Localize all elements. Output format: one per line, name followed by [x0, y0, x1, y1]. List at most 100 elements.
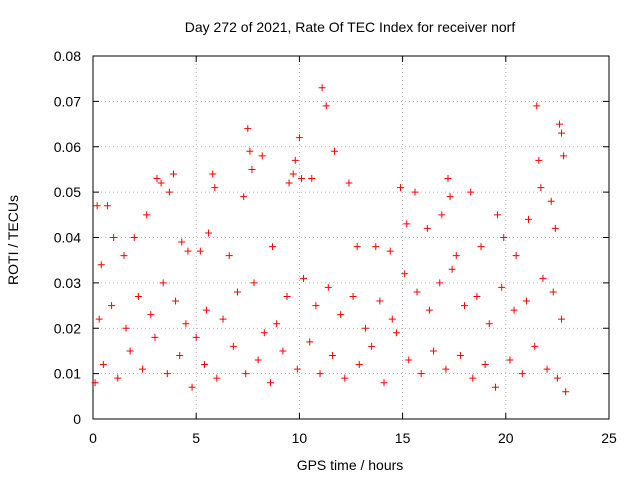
- data-point-marker: [240, 193, 248, 201]
- data-point-marker: [134, 292, 142, 300]
- data-point-marker: [169, 170, 177, 178]
- data-point-marker: [403, 220, 411, 228]
- data-point-marker: [533, 102, 541, 110]
- data-point-marker: [151, 333, 159, 341]
- data-point-marker: [246, 147, 254, 155]
- data-point-marker: [531, 342, 539, 350]
- data-point-marker: [91, 379, 99, 387]
- data-point-marker: [558, 129, 566, 137]
- data-point-marker: [233, 288, 241, 296]
- data-point-marker: [165, 188, 173, 196]
- data-point-marker: [182, 320, 190, 328]
- data-point-marker: [456, 351, 464, 359]
- data-point-marker: [401, 270, 409, 278]
- data-point-marker: [392, 329, 400, 337]
- data-point-marker: [543, 365, 551, 373]
- y-tick-label: 0.04: [54, 230, 81, 246]
- y-tick-label: 0.05: [54, 184, 81, 200]
- data-point-marker: [494, 211, 502, 219]
- data-point-marker: [353, 243, 361, 251]
- data-point-marker: [312, 302, 320, 310]
- data-point-marker: [184, 247, 192, 255]
- data-point-marker: [205, 229, 213, 237]
- plot-frame: [92, 55, 610, 420]
- data-point-marker: [341, 374, 349, 382]
- data-point-marker: [512, 252, 520, 260]
- data-point-marker: [537, 184, 545, 192]
- data-point-marker: [405, 356, 413, 364]
- data-point-marker: [361, 324, 369, 332]
- data-point-marker: [163, 370, 171, 378]
- data-point-marker: [126, 347, 134, 355]
- data-point-marker: [289, 170, 297, 178]
- data-point-marker: [560, 152, 568, 160]
- data-point-marker: [448, 265, 456, 273]
- data-point-marker: [337, 311, 345, 319]
- data-point-marker: [192, 333, 200, 341]
- data-point-marker: [397, 184, 405, 192]
- y-tick-label: 0.07: [54, 93, 81, 109]
- data-point-marker: [436, 279, 444, 287]
- x-tick-label: 20: [498, 430, 514, 446]
- data-point-marker: [330, 147, 338, 155]
- data-point-marker: [172, 297, 180, 305]
- data-point-marker: [258, 152, 266, 160]
- data-point-marker: [291, 156, 299, 164]
- data-point-marker: [349, 292, 357, 300]
- data-point-marker: [355, 361, 363, 369]
- data-point-marker: [147, 311, 155, 319]
- x-tick-label: 5: [192, 430, 200, 446]
- data-point-marker: [498, 283, 506, 291]
- data-point-marker: [423, 224, 431, 232]
- data-point-marker: [242, 370, 250, 378]
- data-point-marker: [97, 261, 105, 269]
- data-point-marker: [213, 374, 221, 382]
- data-point-marker: [229, 342, 237, 350]
- data-point-marker: [485, 320, 493, 328]
- data-point-marker: [200, 361, 208, 369]
- data-point-marker: [283, 292, 291, 300]
- axis-ticks: 0 5 10 15 20 25 0 0.01 0.02 0.03 0.04 0.05 0.06 0.07 0…: [54, 48, 617, 446]
- data-point-marker: [345, 179, 353, 187]
- data-point-marker: [225, 252, 233, 260]
- y-tick-label: 0.01: [54, 366, 81, 382]
- data-point-marker: [250, 279, 258, 287]
- data-point-marker: [196, 247, 204, 255]
- data-point-marker: [120, 252, 128, 260]
- data-point-marker: [306, 338, 314, 346]
- data-point-marker: [558, 315, 566, 323]
- data-point-marker: [547, 197, 555, 205]
- data-point-marker: [130, 234, 138, 241]
- data-point-marker: [308, 175, 316, 183]
- data-point-marker: [157, 179, 165, 187]
- data-point-marker: [324, 283, 332, 291]
- data-point-marker: [143, 211, 151, 219]
- data-point-marker: [413, 288, 421, 296]
- data-point-marker: [442, 365, 450, 373]
- y-tick-label: 0.08: [54, 48, 81, 64]
- data-point-marker: [273, 320, 281, 328]
- x-tick-label: 25: [601, 430, 617, 446]
- data-point-marker: [430, 347, 438, 355]
- data-point-marker: [411, 188, 419, 196]
- y-tick-label: 0: [73, 411, 81, 427]
- data-point-marker: [549, 288, 557, 296]
- data-point-marker: [176, 351, 184, 359]
- data-point-marker: [178, 238, 186, 246]
- data-point-marker: [297, 175, 305, 183]
- data-point-marker: [285, 179, 293, 187]
- x-tick-label: 10: [292, 430, 308, 446]
- chart-title: Day 272 of 2021, Rate Of TEC Index for r…: [185, 19, 516, 35]
- data-point-marker: [328, 351, 336, 359]
- data-point-marker: [525, 215, 533, 223]
- data-point-marker: [417, 370, 425, 378]
- data-point-marker: [555, 120, 563, 128]
- data-point-marker: [316, 370, 324, 378]
- data-point-marker: [219, 315, 227, 323]
- data-point-marker: [188, 383, 196, 391]
- data-point-marker: [553, 374, 561, 382]
- data-point-marker: [438, 211, 446, 219]
- data-point-marker: [506, 356, 514, 364]
- grid-lines: [93, 56, 609, 419]
- data-point-marker: [153, 175, 161, 183]
